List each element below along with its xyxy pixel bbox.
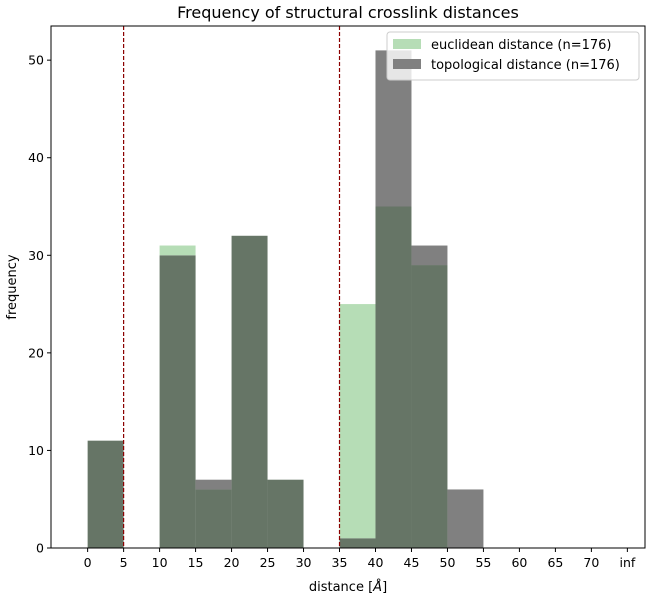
- x-axis-unit: Å: [372, 579, 382, 595]
- x-tick-label: 25: [260, 555, 276, 570]
- y-tick-label: 40: [28, 150, 44, 165]
- y-tick-label: 30: [28, 248, 44, 263]
- x-tick-label: 5: [120, 555, 128, 570]
- x-tick-label: 55: [475, 555, 491, 570]
- bar-topological-15: [195, 479, 232, 490]
- x-tick-label: 35: [332, 555, 348, 570]
- x-tick-label: 45: [404, 555, 420, 570]
- bar-overlap-40: [375, 206, 412, 548]
- bar-overlap-45: [411, 265, 448, 548]
- bar-euclidean-10: [159, 245, 196, 256]
- x-tick-label: 50: [440, 555, 456, 570]
- legend: euclidean distance (n=176) topological di…: [386, 31, 640, 81]
- legend-swatch-euclidean: [393, 39, 421, 49]
- legend-label-topological: topological distance (n=176): [431, 58, 620, 73]
- x-tick-label: 40: [368, 555, 384, 570]
- chart-title: Frequency of structural crosslink distan…: [177, 3, 519, 22]
- y-tick-label: 50: [28, 53, 44, 68]
- bar-overlap-10: [159, 255, 196, 548]
- x-tick-label: 0: [84, 555, 92, 570]
- y-axis-label: frequency: [5, 254, 20, 320]
- x-tick-label: 65: [547, 555, 563, 570]
- legend-label-euclidean: euclidean distance (n=176): [431, 38, 612, 53]
- y-tick-label: 20: [28, 345, 44, 360]
- plot-area: [87, 26, 484, 548]
- y-tick-label: 0: [36, 541, 44, 556]
- x-tick-label: inf: [619, 555, 635, 570]
- x-axis-label: distance [Å]: [309, 579, 387, 595]
- bar-euclidean-35: [339, 304, 376, 539]
- plot-frame: [50, 25, 646, 549]
- bar-overlap-20: [231, 235, 268, 548]
- bar-overlap-35: [339, 538, 376, 548]
- y-tick-label: 10: [28, 443, 44, 458]
- y-axis: 0 10 20 30 40 50: [28, 53, 51, 556]
- legend-box: [386, 31, 640, 81]
- x-tick-label: 70: [583, 555, 599, 570]
- x-tick-label: 15: [188, 555, 204, 570]
- x-axis: 0 5 10 15 20 25 30 35 40 45 50 55 60 65 70 inf: [84, 548, 636, 570]
- bar-topological-50: [447, 489, 484, 548]
- bar-overlap-0: [87, 440, 124, 548]
- x-tick-label: 10: [152, 555, 168, 570]
- x-tick-label: 20: [224, 555, 240, 570]
- bar-overlap-15: [195, 489, 232, 548]
- bar-overlap-25: [267, 479, 304, 548]
- x-tick-label: 30: [296, 555, 312, 570]
- legend-swatch-topological: [393, 59, 421, 69]
- bar-topological-45: [411, 245, 448, 266]
- x-tick-label: 60: [511, 555, 527, 570]
